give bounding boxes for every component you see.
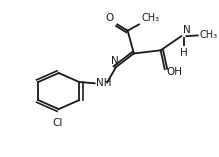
Text: CH₃: CH₃: [141, 13, 159, 23]
Text: O: O: [105, 13, 113, 23]
Text: NH: NH: [96, 78, 111, 88]
Text: CH₃: CH₃: [200, 30, 218, 40]
Text: N: N: [183, 25, 191, 35]
Text: OH: OH: [167, 67, 183, 77]
Text: Cl: Cl: [53, 118, 63, 128]
Text: H: H: [180, 48, 188, 58]
Text: N: N: [111, 56, 119, 66]
